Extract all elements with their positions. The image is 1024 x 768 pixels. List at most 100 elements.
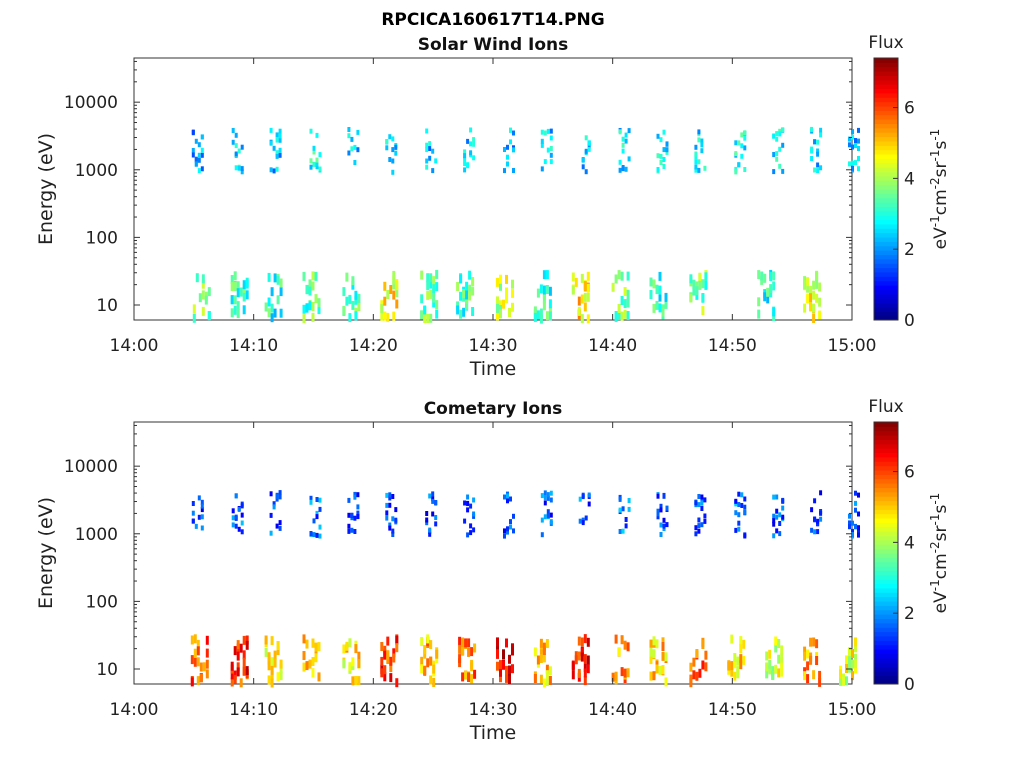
data-cell <box>464 638 468 648</box>
data-cell <box>815 656 819 665</box>
data-cell <box>311 312 315 322</box>
data-cell <box>234 514 238 520</box>
data-cell <box>816 168 820 174</box>
data-cell <box>353 515 357 521</box>
data-cell <box>469 150 473 156</box>
data-cell <box>694 525 698 531</box>
data-cell <box>503 494 506 500</box>
data-cell <box>652 671 656 681</box>
data-cell <box>659 153 663 159</box>
figure-filename-title: RPCICA160617T14.PNG <box>381 10 604 30</box>
data-cell <box>689 293 693 303</box>
data-cell <box>466 500 470 506</box>
data-cell <box>278 133 282 139</box>
data-cell <box>356 147 360 153</box>
data-cell <box>239 643 243 653</box>
data-cell <box>469 127 473 133</box>
data-cell <box>234 132 238 138</box>
data-cell <box>540 166 544 172</box>
data-cell <box>466 163 470 169</box>
data-cell <box>354 644 358 654</box>
colorbar-tick-label: 0 <box>904 675 915 695</box>
data-cell <box>839 676 842 686</box>
data-cell <box>426 281 430 291</box>
data-cell <box>694 167 698 173</box>
data-cell <box>273 308 277 318</box>
x-tick-label: 14:00 <box>110 336 159 356</box>
data-cell <box>194 161 198 167</box>
data-cell <box>508 665 511 675</box>
data-cell <box>472 511 476 517</box>
y-tick-label: 10000 <box>64 457 118 477</box>
data-cell <box>533 647 537 657</box>
data-cell <box>273 650 277 660</box>
data-cell <box>806 661 810 671</box>
data-cell <box>665 141 669 147</box>
data-cell <box>198 293 202 303</box>
data-cell <box>465 281 469 291</box>
data-cell <box>269 140 273 146</box>
data-cell <box>426 273 430 283</box>
data-cell <box>435 309 439 319</box>
data-cell <box>548 299 552 309</box>
colorbar-step <box>874 254 898 260</box>
data-cell <box>230 677 234 687</box>
data-cell <box>380 304 384 314</box>
data-cell <box>854 138 857 143</box>
data-cell <box>617 304 621 313</box>
data-cell <box>662 523 666 529</box>
data-cell <box>540 532 544 538</box>
data-cell <box>512 528 515 534</box>
colorbar-step <box>874 84 898 90</box>
data-cell <box>658 285 662 295</box>
data-cell <box>611 282 615 292</box>
data-cell <box>302 634 306 644</box>
data-cell <box>540 138 544 144</box>
data-cell <box>269 491 273 497</box>
data-cell <box>388 525 392 531</box>
data-cell <box>542 678 546 688</box>
colorbar-step <box>874 452 898 458</box>
data-cell <box>279 671 283 681</box>
data-cell <box>425 147 429 153</box>
data-cell <box>857 138 860 144</box>
data-cell <box>854 653 857 663</box>
data-cell <box>385 502 389 508</box>
data-cell <box>385 492 389 498</box>
data-cell <box>772 494 776 500</box>
data-cell <box>506 526 509 532</box>
data-cell <box>357 659 361 669</box>
data-cell <box>734 151 738 157</box>
colorbar-title: Flux <box>868 33 903 53</box>
data-cell <box>309 531 313 536</box>
data-cell <box>851 659 854 669</box>
data-cell <box>781 127 785 133</box>
data-cell <box>662 164 666 169</box>
data-cell <box>740 153 744 159</box>
data-cell <box>539 674 543 684</box>
data-cell <box>264 647 268 657</box>
data-cell <box>391 494 395 499</box>
data-cell <box>734 169 738 175</box>
data-cell <box>689 662 693 672</box>
data-cell <box>813 529 817 535</box>
data-cell <box>659 522 663 528</box>
data-cell <box>577 651 581 661</box>
data-cell <box>469 141 473 147</box>
data-cell <box>543 514 547 520</box>
data-cell <box>311 281 315 291</box>
data-cell <box>317 672 321 682</box>
colorbar-step <box>874 649 898 654</box>
data-cell <box>586 637 590 647</box>
data-cell <box>548 676 552 685</box>
data-cell <box>432 284 436 294</box>
data-cell <box>665 149 669 155</box>
data-cell <box>463 161 467 167</box>
data-cell <box>506 493 509 499</box>
data-cell <box>614 634 618 644</box>
data-cell <box>509 524 512 530</box>
data-cell <box>851 144 854 150</box>
colorbar-step <box>874 232 898 238</box>
data-cell <box>267 675 271 685</box>
data-cell <box>815 293 819 303</box>
